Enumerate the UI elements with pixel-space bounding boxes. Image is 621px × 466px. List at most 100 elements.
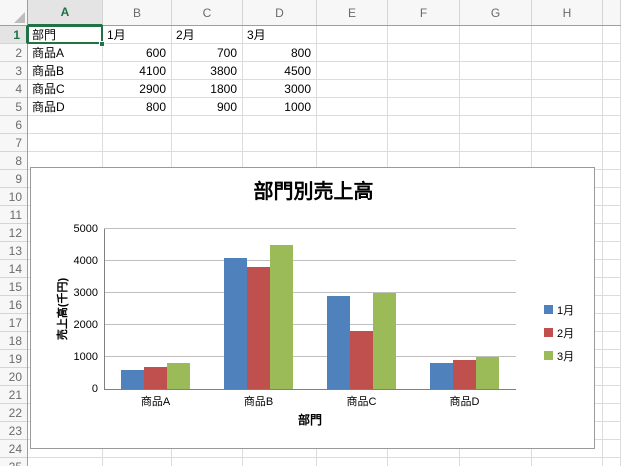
cell[interactable]: 2900 [139, 82, 166, 96]
chart-gridline [104, 356, 516, 357]
bar[interactable] [453, 360, 476, 389]
row-header-22[interactable]: 22 [0, 404, 28, 422]
row-header-3[interactable]: 3 [0, 62, 28, 80]
bar[interactable] [167, 363, 190, 389]
cell[interactable]: 1000 [284, 100, 311, 114]
category-label: 商品B [243, 396, 274, 408]
column-header-G[interactable]: G [460, 0, 532, 26]
column-header-E[interactable]: E [317, 0, 388, 26]
cell[interactable]: 3月 [247, 28, 266, 42]
bar[interactable] [224, 258, 247, 389]
row-header-24[interactable]: 24 [0, 440, 28, 458]
grid-vline [602, 26, 603, 466]
cell[interactable]: 4100 [139, 64, 166, 78]
bar[interactable] [373, 293, 396, 389]
y-axis-line [104, 229, 105, 389]
legend-swatch-icon [544, 328, 553, 337]
row-header-13[interactable]: 13 [0, 242, 28, 260]
cell[interactable]: 3000 [284, 82, 311, 96]
row-header-16[interactable]: 16 [0, 296, 28, 314]
chart-legend[interactable]: 1月 2月 3月 [544, 298, 574, 367]
cell[interactable]: 1月 [107, 28, 126, 42]
column-header-A[interactable]: A [28, 0, 103, 26]
bar[interactable] [121, 370, 144, 389]
row-header-14[interactable]: 14 [0, 260, 28, 278]
chart-gridline [104, 292, 516, 293]
cell[interactable]: 商品A [32, 46, 65, 60]
row-header-divider [27, 0, 28, 466]
x-axis-line [104, 389, 516, 390]
column-header-H[interactable]: H [532, 0, 603, 26]
grid-hline [28, 97, 621, 98]
fill-handle[interactable] [99, 41, 105, 47]
row-header-6[interactable]: 6 [0, 116, 28, 134]
row-header-1[interactable]: 1 [0, 26, 28, 44]
legend-item[interactable]: 2月 [544, 321, 574, 344]
row-header-12[interactable]: 12 [0, 224, 28, 242]
cell[interactable]: 800 [145, 100, 166, 114]
y-axis-tick-label: 3000 [73, 287, 98, 299]
row-header-17[interactable]: 17 [0, 314, 28, 332]
row-header-9[interactable]: 9 [0, 170, 28, 188]
bar[interactable] [247, 267, 270, 389]
row-header-19[interactable]: 19 [0, 350, 28, 368]
cell[interactable]: 3800 [210, 64, 237, 78]
cell[interactable]: 部門 [32, 28, 57, 42]
y-axis-tick-label: 1000 [73, 351, 98, 363]
select-all-corner[interactable] [0, 0, 27, 25]
row-header-20[interactable]: 20 [0, 368, 28, 386]
grid-hline [28, 61, 621, 62]
bar[interactable] [144, 367, 167, 389]
row-header-2[interactable]: 2 [0, 44, 28, 62]
bar[interactable] [327, 296, 350, 389]
legend-label: 2月 [557, 327, 575, 340]
bar[interactable] [476, 357, 499, 389]
legend-label: 3月 [557, 350, 575, 363]
grid-hline [28, 79, 621, 80]
column-header-partial[interactable] [603, 0, 621, 26]
category-label: 商品A [140, 396, 171, 408]
select-all-triangle-icon [14, 12, 25, 23]
row-header-7[interactable]: 7 [0, 134, 28, 152]
row-header-5[interactable]: 5 [0, 98, 28, 116]
cell[interactable]: 700 [216, 46, 237, 60]
cell[interactable]: 商品D [32, 100, 65, 114]
row-header-11[interactable]: 11 [0, 206, 28, 224]
row-header-15[interactable]: 15 [0, 278, 28, 296]
row-header-4[interactable]: 4 [0, 80, 28, 98]
row-header-18[interactable]: 18 [0, 332, 28, 350]
grid-hline [28, 457, 621, 458]
cell[interactable]: 4500 [284, 64, 311, 78]
x-axis-title: 部門 [297, 413, 322, 427]
cell[interactable]: 1800 [210, 82, 237, 96]
column-header-B[interactable]: B [103, 0, 172, 26]
bar[interactable] [430, 363, 453, 389]
column-header-F[interactable]: F [388, 0, 460, 26]
legend-swatch-icon [544, 305, 553, 314]
chart-area[interactable]: 部門別売上高 0 1000 2000 3000 4000 5000 商品A 商品B 商品C 商品D… [30, 167, 595, 449]
y-axis-title: 売上高(千円) [57, 277, 69, 341]
legend-item[interactable]: 1月 [544, 298, 574, 321]
cell[interactable]: 800 [290, 46, 311, 60]
cell[interactable]: 600 [145, 46, 166, 60]
row-header-10[interactable]: 10 [0, 188, 28, 206]
bar[interactable] [270, 245, 293, 389]
legend-item[interactable]: 3月 [544, 344, 574, 367]
y-axis-tick-label: 4000 [73, 255, 98, 267]
cell[interactable]: 商品C [32, 82, 65, 96]
cell[interactable]: 2月 [176, 28, 195, 42]
cell[interactable]: 900 [216, 100, 237, 114]
row-header-25[interactable]: 25 [0, 458, 28, 466]
cell[interactable]: 商品B [32, 64, 65, 78]
selection-border [27, 25, 103, 44]
chart-title: 部門別売上高 [253, 181, 374, 203]
bar[interactable] [350, 331, 373, 389]
row-header-8[interactable]: 8 [0, 152, 28, 170]
column-header-C[interactable]: C [172, 0, 243, 26]
category-label: 商品C [346, 396, 377, 408]
column-header-D[interactable]: D [243, 0, 317, 26]
row-header-21[interactable]: 21 [0, 386, 28, 404]
row-header-23[interactable]: 23 [0, 422, 28, 440]
grid-hline [28, 151, 621, 152]
